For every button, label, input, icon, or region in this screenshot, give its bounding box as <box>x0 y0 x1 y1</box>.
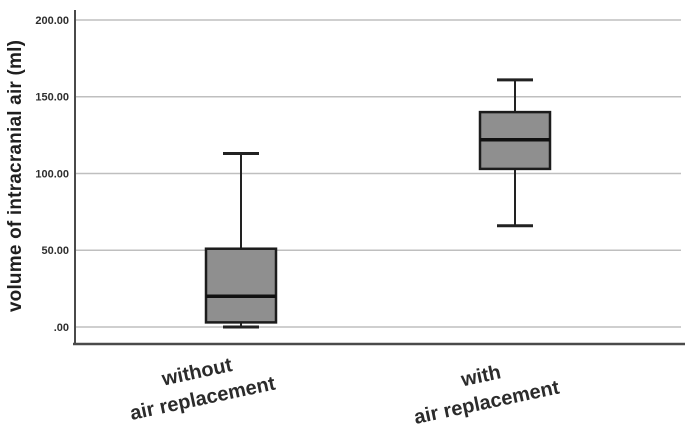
y-tick-label: 200.00 <box>35 15 69 27</box>
y-tick-label: .00 <box>54 322 69 334</box>
y-tick-label: 100.00 <box>35 168 69 180</box>
y-axis-title: volume of intracranial air (ml) <box>5 39 26 313</box>
y-tick-label: 50.00 <box>41 245 69 257</box>
y-tick-label: 150.00 <box>35 92 69 104</box>
box-without-air-replacement <box>204 247 278 324</box>
